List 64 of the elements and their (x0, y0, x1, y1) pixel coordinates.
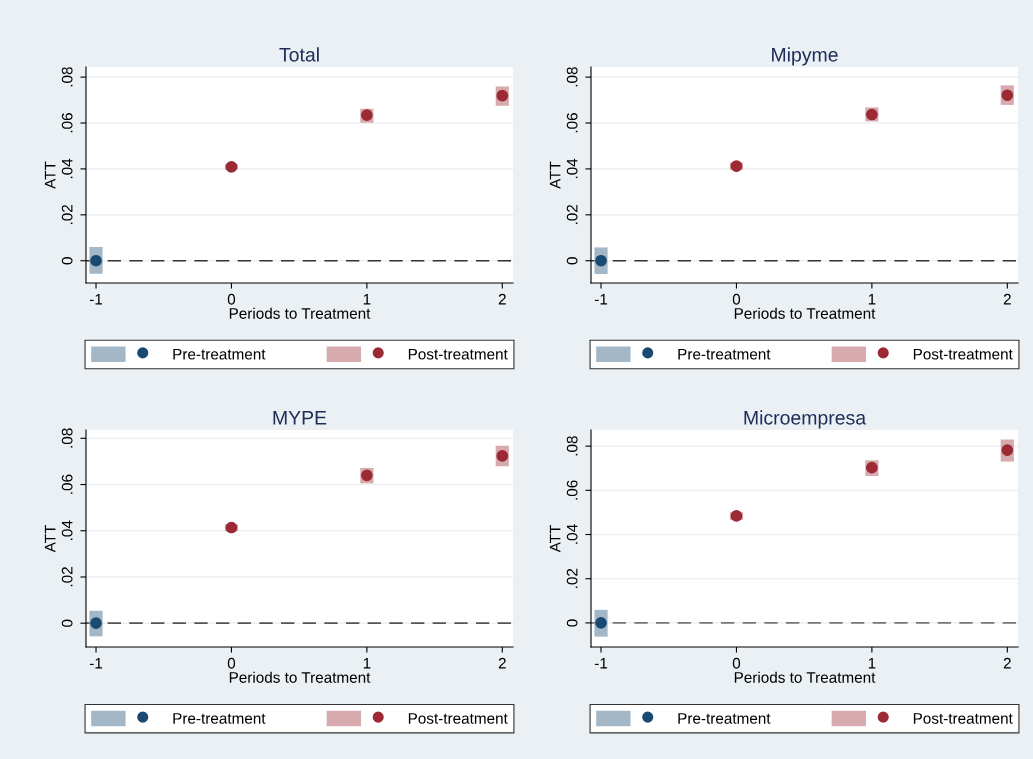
x-tick-label: 1 (868, 657, 876, 669)
chart-title: Mipyme (772, 47, 838, 66)
x-tick-label: 2 (1003, 293, 1011, 305)
x-tick-label: 0 (227, 657, 236, 669)
x-axis-title: Periods to Treatment (229, 307, 371, 319)
point (595, 254, 607, 267)
legend-label: Pre-treatment (173, 713, 266, 724)
y-tick-label: .08 (566, 436, 578, 456)
point (90, 617, 102, 630)
y-tick-label: .02 (61, 204, 73, 225)
point (595, 617, 607, 629)
x-tick-label: 1 (868, 293, 876, 305)
y-tick-label: .04 (566, 524, 578, 544)
chart-title: MYPE (273, 411, 327, 425)
legend-label: Pre-treatment (678, 713, 771, 724)
y-axis-title: ATT (549, 524, 561, 553)
y-tick-label: .08 (61, 67, 73, 87)
y-tick-label: .04 (566, 158, 578, 179)
x-tick-label: 1 (363, 293, 371, 305)
y-tick-label: .06 (566, 480, 578, 500)
chart-title: Microempresa (744, 410, 867, 429)
x-tick-label: 0 (732, 657, 741, 669)
x-tick-label: 2 (498, 657, 506, 669)
legend-label: Pre-treatment (173, 348, 266, 360)
x-axis-title: Periods to Treatment (229, 671, 371, 683)
y-tick-label: .06 (566, 113, 578, 133)
legend-label: Post-treatment (913, 348, 1013, 360)
y-tick-label: .08 (61, 428, 73, 448)
y-tick-label: .02 (566, 568, 578, 588)
y-tick-label: .08 (566, 67, 578, 87)
y-tick-label: 0 (566, 619, 578, 627)
y-tick-label: .06 (61, 113, 73, 133)
legend-label: Post-treatment (408, 713, 508, 724)
y-axis-title: ATT (549, 161, 561, 189)
chart-title: Total (279, 47, 319, 62)
y-axis-title: ATT (44, 161, 56, 189)
x-tick-label: 0 (227, 293, 236, 305)
x-tick-label: -1 (594, 293, 608, 305)
legend-label: Post-treatment (913, 713, 1013, 724)
x-tick-label: 0 (732, 293, 741, 305)
y-tick-label: 0 (61, 619, 73, 627)
y-tick-label: 0 (566, 257, 578, 265)
point (1001, 444, 1014, 456)
y-tick-label: .02 (566, 204, 578, 225)
legend-label: Pre-treatment (678, 348, 771, 360)
legend-label: Post-treatment (408, 348, 508, 360)
x-tick-label: 2 (1003, 657, 1011, 669)
x-tick-label: -1 (89, 657, 103, 669)
y-tick-label: .04 (61, 158, 73, 179)
y-tick-label: 0 (61, 257, 73, 265)
y-axis-title: ATT (44, 524, 56, 553)
point (90, 254, 102, 267)
y-tick-label: .02 (61, 567, 73, 587)
y-tick-label: .04 (61, 520, 73, 540)
x-tick-label: 1 (363, 657, 371, 669)
x-axis-title: Periods to Treatment (734, 307, 876, 319)
x-tick-label: 2 (498, 293, 506, 305)
point (496, 450, 509, 462)
point (1001, 89, 1014, 102)
x-tick-label: -1 (89, 293, 103, 305)
y-tick-label: .06 (61, 474, 73, 494)
x-axis-title: Periods to Treatment (734, 671, 876, 683)
x-tick-label: -1 (594, 657, 608, 669)
point (496, 89, 509, 102)
